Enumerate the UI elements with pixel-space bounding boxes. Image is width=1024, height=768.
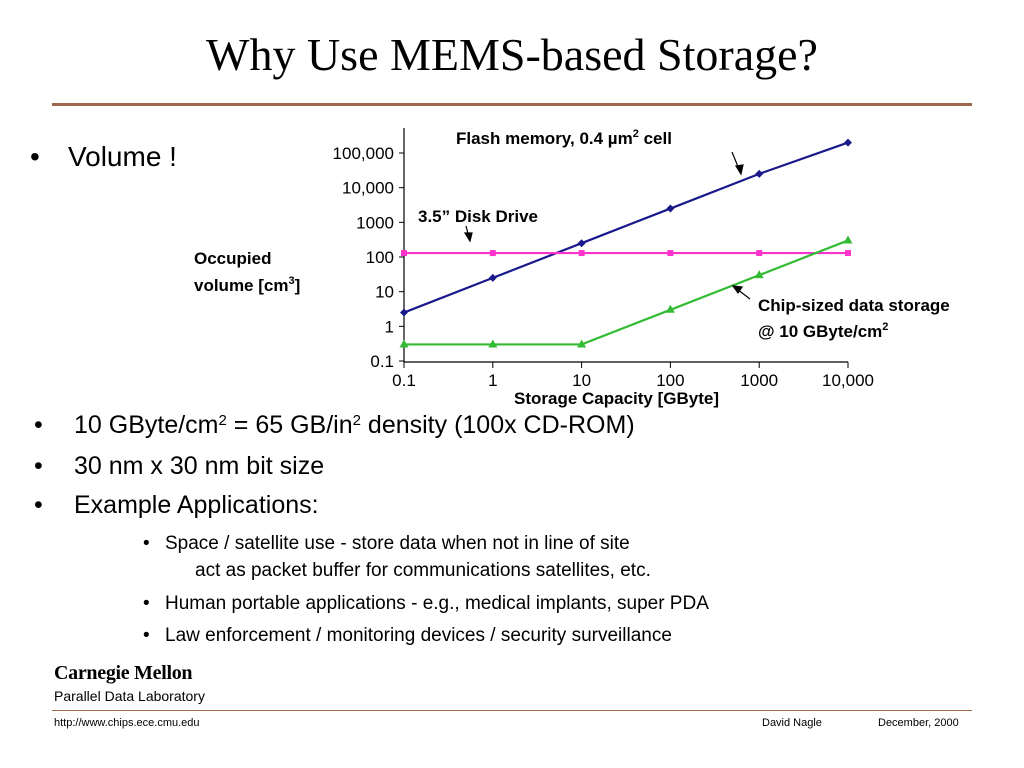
sub-bullet-space-text: Space / satellite use - store data when … bbox=[165, 533, 630, 554]
annotation-arrows bbox=[463, 151, 751, 300]
flash-series-label: Flash memory, 0.4 µm2 cell bbox=[456, 128, 672, 148]
title-divider bbox=[52, 103, 972, 106]
cmu-logo: Carnegie Mellon bbox=[54, 662, 193, 684]
disk-series-label: 3.5” Disk Drive bbox=[418, 207, 538, 226]
capacity-volume-chart: 0.1 1 10 100 1000 10,000 100,000 0.1 1 10 100 1000 1… bbox=[194, 128, 950, 408]
y-axis-title-line1: Occupied bbox=[194, 249, 271, 268]
sub-bullet-law-text: Law enforcement / monitoring devices / s… bbox=[165, 625, 672, 646]
bullet-dot: • bbox=[34, 491, 43, 519]
bullet-dot: • bbox=[34, 411, 43, 439]
chart-ticks: 0.1 1 10 100 1000 10,000 100,000 0.1 1 10 100 1000 1… bbox=[333, 144, 874, 390]
data-point-chip bbox=[399, 339, 409, 348]
bullet-applications-text: Example Applications: bbox=[74, 491, 319, 519]
flash-arrowhead bbox=[735, 164, 744, 176]
series-line-0 bbox=[403, 141, 849, 314]
data-point-disk bbox=[578, 250, 585, 257]
chip-series-label-line2: @ 10 GByte/cm2 bbox=[758, 321, 888, 341]
bullet-bit-size-text: 30 nm x 30 nm bit size bbox=[74, 452, 325, 480]
data-point-flash bbox=[488, 273, 497, 282]
data-point-chip bbox=[665, 304, 675, 313]
data-point-chip bbox=[754, 270, 764, 279]
x-tick-label: 0.1 bbox=[392, 371, 416, 390]
data-point-chip bbox=[843, 235, 853, 244]
y-tick-label: 1 bbox=[385, 317, 394, 336]
data-point-disk bbox=[667, 250, 674, 257]
footer-url[interactable]: http://www.chips.ece.cmu.edu bbox=[54, 717, 200, 729]
x-tick-label: 10,000 bbox=[822, 371, 874, 390]
bullet-density-text: 10 GByte/cm2 = 65 GB/in2 density (100x C… bbox=[74, 411, 635, 439]
data-point-flash bbox=[400, 308, 408, 317]
footer-date: December, 2000 bbox=[878, 717, 959, 729]
sub-bullet-dot: • bbox=[143, 533, 150, 554]
series-line-2 bbox=[404, 239, 849, 346]
chip-arrowhead bbox=[731, 285, 744, 295]
disk-arrowhead bbox=[463, 232, 473, 243]
x-tick-label: 1 bbox=[488, 371, 497, 390]
sub-bullet-dot: • bbox=[143, 625, 150, 646]
x-tick-label: 10 bbox=[572, 371, 591, 390]
data-point-chip bbox=[577, 339, 587, 348]
y-tick-label: 10 bbox=[375, 283, 394, 302]
x-tick-label: 100 bbox=[656, 371, 684, 390]
chart-axes bbox=[403, 128, 848, 363]
x-tick-label: 1000 bbox=[740, 371, 778, 390]
y-axis-title-line2: volume [cm3] bbox=[194, 275, 300, 295]
data-point-disk bbox=[489, 250, 496, 257]
data-point-chip bbox=[488, 339, 498, 348]
data-point-flash bbox=[844, 138, 852, 147]
bullet-dot: • bbox=[34, 452, 43, 480]
data-point-flash bbox=[755, 169, 764, 178]
data-point-disk bbox=[401, 250, 407, 257]
data-point-flash bbox=[666, 204, 675, 213]
sub-bullet-space-continuation: act as packet buffer for communications … bbox=[195, 560, 651, 581]
chart-markers bbox=[399, 138, 853, 348]
data-point-flash bbox=[577, 239, 586, 248]
footer-author: David Nagle bbox=[762, 717, 822, 729]
lab-name: Parallel Data Laboratory bbox=[54, 688, 205, 704]
sub-bullet-dot: • bbox=[143, 593, 150, 614]
y-tick-label: 10,000 bbox=[342, 179, 394, 198]
y-tick-label: 0.1 bbox=[370, 352, 394, 371]
sub-bullet-portable-text: Human portable applications - e.g., medi… bbox=[165, 593, 709, 614]
data-point-disk bbox=[756, 250, 763, 257]
y-tick-label: 100,000 bbox=[333, 144, 394, 163]
data-point-disk bbox=[845, 250, 851, 257]
y-tick-label: 1000 bbox=[356, 213, 394, 232]
x-axis-title: Storage Capacity [GByte] bbox=[514, 389, 719, 408]
footer-divider bbox=[52, 710, 972, 711]
slide-title: Why Use MEMS-based Storage? bbox=[206, 29, 818, 80]
chart-series bbox=[403, 141, 849, 346]
chip-series-label-line1: Chip-sized data storage bbox=[758, 296, 950, 315]
bullet-dot: • bbox=[30, 141, 40, 172]
y-tick-label: 100 bbox=[366, 248, 394, 267]
bullet-volume-text: Volume ! bbox=[68, 141, 177, 172]
